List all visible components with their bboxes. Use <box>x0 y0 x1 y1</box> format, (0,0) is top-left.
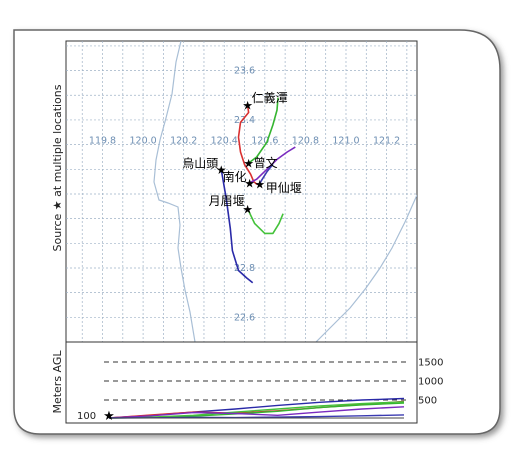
map-plot-border <box>65 40 418 343</box>
source-label: 南化 <box>223 169 247 184</box>
map-x-tick-label: 119.8 <box>89 135 116 146</box>
height-trajectory-line <box>108 401 405 419</box>
source-star-icon: ★ <box>242 99 253 113</box>
map-trajectories <box>220 97 296 284</box>
source-star-icon: ★ <box>243 157 254 171</box>
map-y-tick-label: 23.4 <box>234 115 255 126</box>
map-trajectory-line <box>237 104 261 185</box>
source-label: 甲仙堰 <box>266 181 302 195</box>
map-x-tick-label: 120.0 <box>129 135 156 146</box>
height-reference-label: 1000 <box>418 377 443 388</box>
map-tick-labels: 119.8 120.0 120.2 120.4 120.6 120.8 121.0 121.2… <box>89 66 400 324</box>
map-x-tick-label: 120.6 <box>251 135 278 146</box>
height-trajectories <box>108 397 405 419</box>
map-grid <box>66 41 417 342</box>
source-star-icon: ★ <box>242 202 253 216</box>
coastline-right <box>315 194 417 342</box>
height-reference-label: 1500 <box>418 358 443 369</box>
source-label: 仁義潭 <box>252 90 288 105</box>
map-trajectory-line <box>248 97 279 164</box>
source-label: 烏山頭 <box>182 156 218 170</box>
source-star-icon: ★ <box>216 163 227 177</box>
map-x-tick-label: 120.8 <box>292 135 319 146</box>
ground-level-label: 100 <box>77 411 96 422</box>
map-trajectory-line <box>246 208 284 235</box>
map-x-tick-label: 120.4 <box>211 135 238 146</box>
source-label: 曾文 <box>254 155 278 170</box>
map-y-tick-label: 22.6 <box>234 312 255 323</box>
source-label: 月眉堰 <box>209 194 245 208</box>
map-x-tick-label: 121.0 <box>332 135 359 146</box>
source-star-icon: ★ <box>254 178 265 192</box>
map-trajectory-line <box>259 163 274 185</box>
height-y-axis-label: Meters AGL <box>51 350 64 414</box>
height-plot-border <box>65 341 418 424</box>
map-sources: ★仁義潭★ 曾文★烏山頭★南化★ 甲仙堰★月眉堰 <box>182 90 302 216</box>
height-panel: Meters AGL 1500 1000 500 100 ★ <box>51 341 443 424</box>
source-star-icon: ★ <box>244 176 255 190</box>
map-trajectory-line <box>220 169 254 284</box>
height-trajectory-line <box>108 406 405 419</box>
map-panel: 119.8 120.0 120.2 120.4 120.6 120.8 121.0 121.2… <box>65 40 418 343</box>
coastline-left <box>153 41 196 342</box>
map-x-tick-label: 121.2 <box>373 135 400 146</box>
height-start-star-icon: ★ <box>103 409 115 424</box>
height-reference-label: 500 <box>418 396 437 407</box>
map-y-tick-label: 22.8 <box>234 263 255 274</box>
map-y-tick-label: 23.6 <box>234 66 255 77</box>
map-y-axis-label: Source ★ at multiple locations <box>51 84 64 251</box>
map-x-tick-label: 120.2 <box>170 135 197 146</box>
